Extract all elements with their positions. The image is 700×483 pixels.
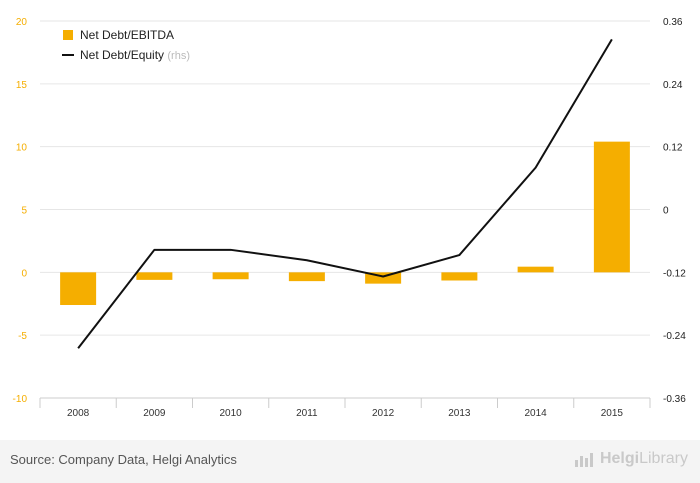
x-tick-label: 2014 (525, 408, 548, 419)
legend-label-net-debt-ebitda: Net Debt/EBITDA (80, 28, 174, 42)
legend-label-net-debt-equity: Net Debt/Equity (rhs) (80, 48, 190, 62)
brand-name-regular: Library (639, 450, 688, 467)
bar-2008 (60, 272, 97, 306)
bar-2010 (212, 272, 249, 280)
right-tick-label: -0.36 (663, 394, 686, 405)
left-tick-label: 15 (16, 80, 28, 91)
left-tick-label: -10 (13, 394, 28, 405)
right-tick-label: -0.12 (663, 268, 686, 279)
footer: Source: Company Data, Helgi Analytics He… (0, 440, 700, 483)
right-tick-label: 0 (663, 206, 669, 217)
left-tick-label: 5 (21, 206, 27, 217)
bar-2014 (517, 266, 554, 273)
right-tick-label: 0.12 (663, 143, 683, 154)
left-tick-label: -5 (18, 331, 27, 342)
legend: Net Debt/EBITDA Net Debt/Equity (rhs) (62, 28, 190, 62)
x-tick-label: 2010 (220, 408, 243, 419)
x-tick-label: 2013 (448, 408, 471, 419)
x-tick-label: 2011 (296, 408, 318, 419)
bar-2013 (441, 272, 478, 281)
left-tick-label: 20 (16, 17, 28, 28)
left-tick-label: 10 (16, 143, 28, 154)
legend-swatch-net-debt-ebitda (63, 30, 73, 40)
right-tick-label: -0.24 (663, 331, 686, 342)
x-tick-label: 2009 (143, 408, 166, 419)
left-tick-label: 0 (21, 268, 27, 279)
brand-logo: Helgi Library (574, 450, 688, 468)
right-tick-label: 0.24 (663, 80, 683, 91)
chart-logo-icon (574, 453, 593, 467)
bar-2012 (365, 272, 402, 284)
bar-2015 (593, 141, 630, 273)
combo-chart: 20151050-5-100.360.240.120-0.12-0.24-0.3… (13, 17, 687, 419)
brand-name-bold: Helgi (599, 450, 640, 467)
x-tick-label: 2008 (67, 408, 90, 419)
x-tick-label: 2015 (601, 408, 624, 419)
line-series-net-debt-equity (77, 38, 613, 349)
gridlines (40, 20, 650, 399)
bar-2011 (288, 272, 325, 282)
axes: 20151050-5-100.360.240.120-0.12-0.24-0.3… (13, 17, 687, 419)
line-net-debt-equity (77, 38, 613, 349)
x-tick-label: 2012 (372, 408, 395, 419)
source-note: Source: Company Data, Helgi Analytics (10, 452, 237, 467)
bar-series-net-debt-ebitda (60, 141, 630, 306)
right-tick-label: 0.36 (663, 17, 683, 28)
bar-2009 (136, 272, 173, 280)
legend-rhs-note: (rhs) (167, 50, 190, 62)
